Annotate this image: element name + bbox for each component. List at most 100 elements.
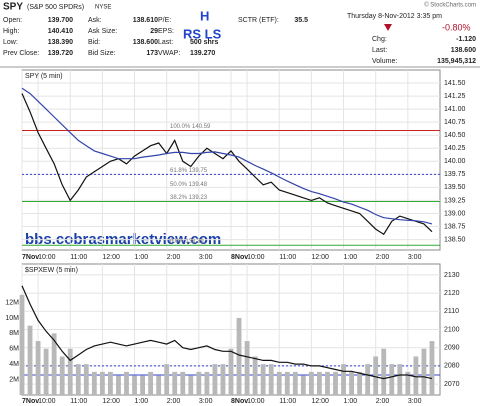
y-tick-label: 2130 — [444, 272, 460, 279]
volume-bar — [220, 364, 226, 395]
quote-label: Bid Size: — [88, 50, 116, 57]
y-tick-label: 139.25 — [444, 197, 466, 204]
y-tick-label: 139.00 — [444, 210, 466, 217]
down-arrow — [384, 24, 392, 31]
volume-bar — [373, 356, 379, 395]
summary-value: 138.600 — [451, 47, 476, 54]
volume-bar — [381, 348, 387, 395]
volume-bar — [252, 356, 258, 395]
volume-bar — [333, 371, 338, 395]
quote-label: Low: — [3, 39, 18, 46]
x-tick-label: 2:00 — [376, 398, 390, 405]
volume-bar — [156, 375, 162, 395]
x-tick-label: 11:00 — [70, 398, 87, 405]
x-tick-label: 8Nov — [231, 398, 248, 405]
volume-bar — [91, 371, 97, 395]
volume-bar — [244, 341, 250, 395]
volume-bar — [19, 294, 25, 395]
volume-bar — [35, 341, 41, 395]
y-tick-label: 2070 — [444, 381, 460, 388]
level-label: 0.0% 138.39 — [170, 239, 204, 245]
y-tick-label: 2100 — [444, 326, 460, 333]
volume-bar — [276, 371, 282, 395]
note: RS LS — [183, 26, 222, 41]
y-tick-label: 140.00 — [444, 158, 466, 165]
volume-bar — [317, 371, 322, 395]
volume-bar — [172, 371, 178, 395]
series-line — [21, 87, 433, 225]
x-tick-label: 3:00 — [408, 398, 422, 405]
x-tick-label: 1:00 — [344, 398, 358, 405]
volume-bar — [51, 333, 57, 395]
x-tick-label: 10:00 — [38, 398, 56, 405]
volume-bar — [43, 348, 49, 395]
y-tick-label: 140.50 — [444, 132, 466, 139]
volume-bar — [284, 371, 290, 395]
x-tick-label: 1:00 — [135, 254, 149, 261]
volume-bar — [357, 371, 363, 395]
x-tick-label: 11:00 — [279, 254, 296, 261]
x-tick-label: 12:00 — [311, 398, 329, 405]
y-tick-label: 4M — [9, 361, 19, 368]
quote-label: EPS: — [158, 28, 174, 35]
volume-bar — [397, 364, 403, 395]
volume-bar — [349, 371, 354, 395]
volume-bar — [389, 364, 395, 395]
quote-value: 140.410 — [48, 28, 73, 35]
volume-bar — [27, 325, 33, 395]
volume-bar — [188, 375, 194, 395]
y-tick-label: 2110 — [444, 308, 459, 315]
volume-bar — [421, 348, 427, 395]
x-tick-label: 10:00 — [38, 254, 56, 261]
x-tick-label: 3:00 — [408, 254, 422, 261]
y-tick-label: 139.75 — [444, 171, 466, 178]
x-tick-label: 3:00 — [199, 254, 213, 261]
volume-bar — [212, 364, 218, 395]
volume-bar — [228, 348, 234, 395]
volume-bar — [196, 371, 202, 395]
y-tick-label: 138.75 — [444, 223, 466, 230]
quote-label: SCTR (ETF): — [238, 17, 279, 24]
x-tick-label: 12:00 — [311, 254, 329, 261]
volume-bar — [116, 375, 121, 395]
quote-label: Open: — [3, 17, 22, 24]
y-tick-label: 141.25 — [444, 93, 466, 100]
volume-bar — [325, 371, 330, 395]
x-tick-label: 1:00 — [135, 398, 149, 405]
x-tick-label: 7Nov — [22, 254, 39, 261]
y-tick-label: 141.50 — [444, 80, 466, 87]
volume-bar — [132, 375, 137, 395]
volume-bar — [75, 364, 81, 395]
y-tick-label: 2090 — [444, 345, 460, 352]
quote-label: Bid: — [88, 39, 100, 46]
quote-value: 173 — [146, 50, 158, 57]
y-tick-label: 138.50 — [444, 236, 466, 243]
change-pct: -0.80% — [442, 22, 471, 32]
summary-value: 135,945,312 — [437, 58, 476, 65]
y-tick-label: 2120 — [444, 290, 460, 297]
volume-bar — [140, 375, 145, 395]
y-tick-label: 8M — [9, 330, 19, 337]
volume-bar — [204, 371, 210, 395]
exchange: NYSE — [95, 5, 111, 11]
quote-label: VWAP: — [158, 50, 180, 57]
date: Thursday 8-Nov-2012 3:35 pm — [347, 13, 442, 20]
legend-label: $SPXEW (5 min) — [25, 267, 78, 274]
x-tick-label: 8Nov — [231, 254, 248, 261]
summary-value: -1.120 — [456, 36, 476, 43]
quote-value: 139.270 — [190, 50, 215, 57]
symbol: SPY — [3, 2, 23, 13]
x-tick-label: 12:00 — [102, 254, 120, 261]
series-line — [21, 285, 433, 380]
quote-value: 139.700 — [48, 17, 73, 24]
source: © StockCharts.com — [424, 2, 476, 9]
x-tick-label: 3:00 — [199, 398, 213, 405]
level-label: 38.2% 139.23 — [170, 195, 208, 201]
summary-label: Volume: — [372, 58, 397, 65]
x-tick-label: 11:00 — [70, 254, 87, 261]
volume-bar — [413, 356, 419, 395]
y-tick-label: 2M — [9, 376, 19, 383]
y-tick-label: 2080 — [444, 363, 460, 370]
y-tick-label: 140.25 — [444, 145, 466, 152]
